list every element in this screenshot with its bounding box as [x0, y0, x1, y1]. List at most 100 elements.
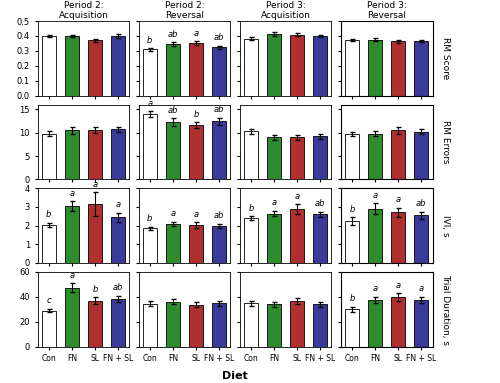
Text: a: a [170, 209, 175, 218]
Bar [88, 40, 102, 96]
Bar [42, 134, 56, 179]
Bar [391, 212, 406, 263]
Bar [64, 36, 79, 96]
Bar [368, 300, 382, 347]
Text: b: b [46, 211, 52, 219]
Bar [189, 125, 203, 179]
Bar [189, 305, 203, 347]
Bar [166, 44, 180, 96]
Bar [88, 301, 102, 347]
Text: a: a [294, 192, 300, 201]
Text: a: a [418, 285, 424, 293]
Text: a: a [372, 191, 378, 200]
Bar [368, 134, 382, 179]
Text: b: b [350, 295, 354, 303]
Bar [313, 214, 328, 263]
Bar [414, 132, 428, 179]
Bar [42, 225, 56, 263]
Text: ab: ab [214, 105, 224, 115]
Bar [267, 34, 281, 96]
Y-axis label: RM Errors: RM Errors [441, 120, 450, 164]
Bar [142, 114, 157, 179]
Bar [111, 129, 125, 179]
Bar [267, 137, 281, 179]
Bar [345, 221, 359, 263]
Y-axis label: RM Score: RM Score [441, 37, 450, 80]
Bar [189, 43, 203, 96]
Text: ab: ab [416, 199, 426, 208]
Bar [345, 134, 359, 179]
Bar [313, 136, 328, 179]
Text: ab: ab [214, 211, 224, 221]
Title: Period 3:
Acquisition: Period 3: Acquisition [260, 1, 310, 20]
Text: a: a [70, 271, 74, 280]
Bar [42, 36, 56, 96]
Bar [244, 39, 258, 96]
Bar [267, 213, 281, 263]
Text: a: a [148, 99, 152, 108]
Bar [345, 309, 359, 347]
Bar [414, 300, 428, 347]
Text: a: a [396, 281, 400, 290]
Text: ab: ab [168, 30, 178, 39]
Bar [368, 209, 382, 263]
Bar [212, 47, 226, 96]
Y-axis label: Trial Duration, s: Trial Duration, s [441, 274, 450, 345]
Bar [212, 121, 226, 179]
Bar [166, 302, 180, 347]
Bar [391, 41, 406, 96]
Text: b: b [248, 204, 254, 213]
Bar [111, 299, 125, 347]
Bar [166, 224, 180, 263]
Title: Period 3:
Reversal: Period 3: Reversal [366, 1, 406, 20]
Y-axis label: IVI, s: IVI, s [441, 215, 450, 236]
Text: ab: ab [168, 106, 178, 115]
Bar [244, 131, 258, 179]
Text: a: a [92, 180, 98, 189]
Bar [142, 49, 157, 96]
Bar [212, 226, 226, 263]
Bar [290, 301, 304, 347]
Text: b: b [147, 36, 152, 44]
Bar [244, 218, 258, 263]
Bar [166, 122, 180, 179]
Bar [64, 130, 79, 179]
Bar [290, 34, 304, 96]
Text: ab: ab [315, 199, 326, 208]
Text: a: a [372, 285, 378, 293]
Text: a: a [116, 200, 120, 209]
Bar [42, 311, 56, 347]
Bar [290, 209, 304, 263]
Text: b: b [350, 205, 354, 214]
Text: a: a [396, 195, 400, 204]
Text: a: a [194, 210, 198, 219]
Bar [64, 288, 79, 347]
Bar [189, 225, 203, 263]
Bar [142, 304, 157, 347]
Bar [88, 130, 102, 179]
Bar [142, 228, 157, 263]
Text: a: a [194, 29, 198, 38]
Bar [313, 36, 328, 96]
Text: ab: ab [113, 283, 124, 292]
Text: a: a [272, 198, 276, 207]
Bar [368, 40, 382, 96]
Text: b: b [92, 285, 98, 294]
Text: ab: ab [214, 33, 224, 43]
Bar [345, 40, 359, 96]
Text: b: b [147, 214, 152, 223]
Text: Diet: Diet [222, 371, 248, 381]
Bar [267, 304, 281, 347]
Bar [290, 137, 304, 179]
Bar [313, 304, 328, 347]
Bar [88, 204, 102, 263]
Bar [414, 41, 428, 96]
Title: Period 2:
Reversal: Period 2: Reversal [164, 1, 204, 20]
Bar [212, 303, 226, 347]
Bar [111, 36, 125, 96]
Bar [391, 130, 406, 179]
Bar [111, 217, 125, 263]
Text: c: c [46, 296, 51, 305]
Bar [64, 206, 79, 263]
Text: b: b [194, 110, 198, 119]
